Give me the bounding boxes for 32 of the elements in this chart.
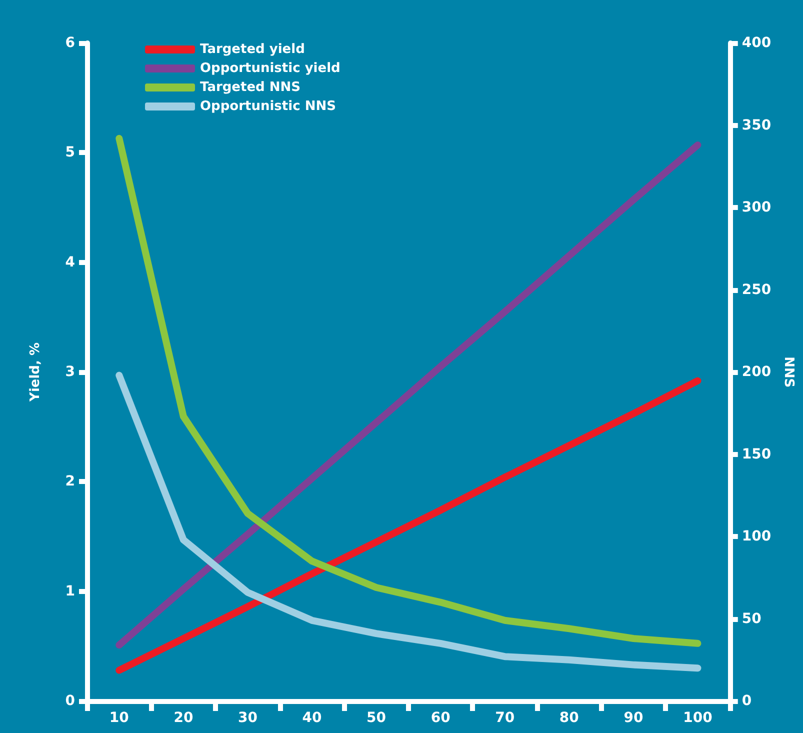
legend-label: Opportunistic NNS (200, 99, 336, 114)
x-tick-label: 10 (109, 710, 130, 726)
x-tick-label: 100 (683, 710, 713, 726)
legend-label: Targeted yield (200, 42, 305, 57)
y2-tick-label: 300 (742, 200, 772, 216)
x-tick-label: 60 (430, 710, 451, 726)
y2-axis-title: NNS (781, 356, 796, 388)
y-tick-label: 6 (65, 35, 75, 51)
x-tick-label: 80 (559, 710, 580, 726)
y-tick-label: 4 (65, 254, 76, 270)
x-tick-label: 90 (624, 710, 644, 726)
y-axis-title: Yield, % (28, 342, 43, 402)
y2-tick-label: 400 (742, 35, 772, 51)
y2-tick-label: 250 (742, 282, 772, 298)
y2-tick-label: 50 (742, 610, 762, 627)
y2-tick-label: 0 (742, 693, 752, 709)
y-tick-label: 5 (65, 144, 75, 161)
x-tick-label: 50 (366, 710, 386, 726)
x-tick-label: 40 (302, 710, 322, 726)
x-tick-label: 20 (174, 710, 194, 726)
y2-tick-label: 200 (742, 364, 772, 380)
legend-label: Targeted NNS (200, 80, 300, 95)
y-tick-label: 0 (65, 693, 76, 709)
legend-label: Opportunistic yield (200, 61, 340, 76)
y-tick-label: 1 (65, 583, 75, 600)
x-tick-label: 70 (495, 710, 515, 726)
y-tick-label: 2 (65, 474, 75, 490)
y-tick-label: 3 (65, 364, 75, 380)
y2-tick-label: 150 (742, 446, 772, 462)
y2-tick-label: 100 (742, 528, 772, 544)
y2-tick-label: 350 (742, 117, 772, 134)
x-tick-label: 30 (238, 710, 258, 726)
